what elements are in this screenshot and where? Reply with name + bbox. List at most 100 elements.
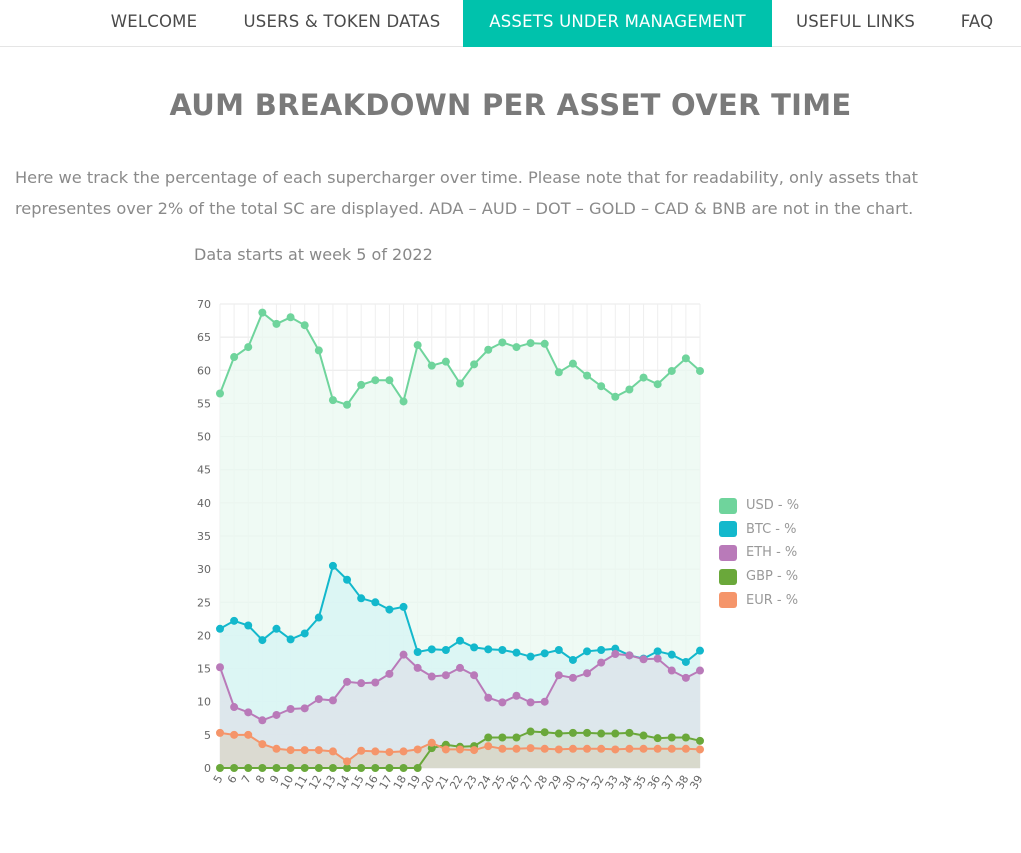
data-point[interactable]	[568, 673, 577, 682]
data-point[interactable]	[314, 695, 323, 704]
nav-item-assets-under-management[interactable]: ASSETS UNDER MANAGEMENT	[463, 0, 772, 47]
data-point[interactable]	[625, 728, 634, 737]
data-point[interactable]	[286, 746, 295, 755]
data-point[interactable]	[385, 748, 394, 757]
data-point[interactable]	[554, 745, 563, 754]
nav-item-welcome[interactable]: WELCOME	[110, 12, 198, 31]
data-point[interactable]	[625, 385, 634, 394]
data-point[interactable]	[667, 733, 676, 742]
data-point[interactable]	[470, 671, 479, 680]
data-point[interactable]	[343, 764, 352, 772]
data-point[interactable]	[639, 373, 648, 382]
data-point[interactable]	[441, 745, 450, 754]
data-point[interactable]	[667, 744, 676, 753]
data-point[interactable]	[540, 339, 549, 348]
data-point[interactable]	[413, 745, 422, 754]
data-point[interactable]	[639, 744, 648, 753]
data-point[interactable]	[216, 663, 224, 672]
data-point[interactable]	[286, 635, 295, 644]
data-point[interactable]	[470, 643, 479, 652]
data-point[interactable]	[357, 594, 366, 603]
data-point[interactable]	[498, 733, 507, 742]
data-point[interactable]	[441, 646, 450, 655]
data-point[interactable]	[328, 561, 337, 570]
data-point[interactable]	[413, 764, 422, 772]
data-point[interactable]	[328, 696, 337, 705]
data-point[interactable]	[470, 360, 479, 369]
data-point[interactable]	[681, 673, 690, 682]
data-point[interactable]	[258, 764, 267, 772]
data-point[interactable]	[244, 343, 253, 352]
data-point[interactable]	[484, 345, 493, 354]
data-point[interactable]	[498, 744, 507, 753]
data-point[interactable]	[272, 744, 281, 753]
data-point[interactable]	[667, 366, 676, 375]
data-point[interactable]	[653, 744, 662, 753]
data-point[interactable]	[456, 663, 464, 672]
data-point[interactable]	[230, 764, 239, 772]
data-point[interactable]	[258, 740, 267, 749]
data-point[interactable]	[456, 745, 464, 754]
data-point[interactable]	[343, 400, 352, 409]
data-point[interactable]	[427, 672, 436, 681]
data-point[interactable]	[427, 645, 436, 654]
data-point[interactable]	[272, 764, 281, 772]
data-point[interactable]	[583, 371, 592, 380]
data-point[interactable]	[653, 380, 662, 389]
data-point[interactable]	[328, 764, 337, 772]
data-point[interactable]	[272, 710, 281, 719]
data-point[interactable]	[568, 359, 577, 368]
data-point[interactable]	[385, 764, 394, 772]
data-point[interactable]	[597, 382, 606, 391]
data-point[interactable]	[230, 730, 239, 739]
data-point[interactable]	[653, 654, 662, 663]
data-point[interactable]	[667, 666, 676, 675]
data-point[interactable]	[216, 728, 224, 737]
data-point[interactable]	[230, 353, 239, 362]
data-point[interactable]	[696, 366, 704, 375]
data-point[interactable]	[328, 396, 337, 405]
data-point[interactable]	[484, 645, 493, 654]
data-point[interactable]	[696, 666, 704, 675]
data-point[interactable]	[456, 636, 464, 645]
data-point[interactable]	[583, 728, 592, 737]
data-point[interactable]	[484, 693, 493, 702]
data-point[interactable]	[526, 698, 535, 707]
data-point[interactable]	[371, 376, 380, 385]
data-point[interactable]	[512, 744, 521, 753]
data-point[interactable]	[216, 764, 224, 772]
data-point[interactable]	[230, 616, 239, 625]
data-point[interactable]	[216, 389, 224, 398]
nav-item-faq[interactable]: FAQ	[960, 12, 994, 31]
data-point[interactable]	[286, 705, 295, 714]
data-point[interactable]	[526, 339, 535, 348]
data-point[interactable]	[681, 744, 690, 753]
data-point[interactable]	[328, 747, 337, 756]
nav-item-useful-links[interactable]: USEFUL LINKS	[795, 12, 916, 31]
data-point[interactable]	[343, 677, 352, 686]
data-point[interactable]	[484, 733, 493, 742]
data-point[interactable]	[413, 341, 422, 350]
data-point[interactable]	[371, 764, 380, 772]
data-point[interactable]	[441, 357, 450, 366]
data-point[interactable]	[696, 745, 704, 754]
data-point[interactable]	[244, 621, 253, 630]
data-point[interactable]	[357, 380, 366, 389]
data-point[interactable]	[568, 655, 577, 664]
data-point[interactable]	[343, 757, 352, 766]
data-point[interactable]	[540, 744, 549, 753]
data-point[interactable]	[484, 742, 493, 751]
data-point[interactable]	[371, 747, 380, 756]
data-point[interactable]	[625, 651, 634, 660]
data-point[interactable]	[554, 646, 563, 655]
data-point[interactable]	[314, 746, 323, 755]
data-point[interactable]	[554, 368, 563, 377]
data-point[interactable]	[597, 646, 606, 655]
data-point[interactable]	[399, 602, 408, 611]
data-point[interactable]	[357, 764, 366, 772]
legend-item[interactable]: ETH - %	[719, 541, 799, 565]
data-point[interactable]	[427, 361, 436, 370]
data-point[interactable]	[583, 669, 592, 678]
data-point[interactable]	[568, 728, 577, 737]
data-point[interactable]	[427, 738, 436, 747]
